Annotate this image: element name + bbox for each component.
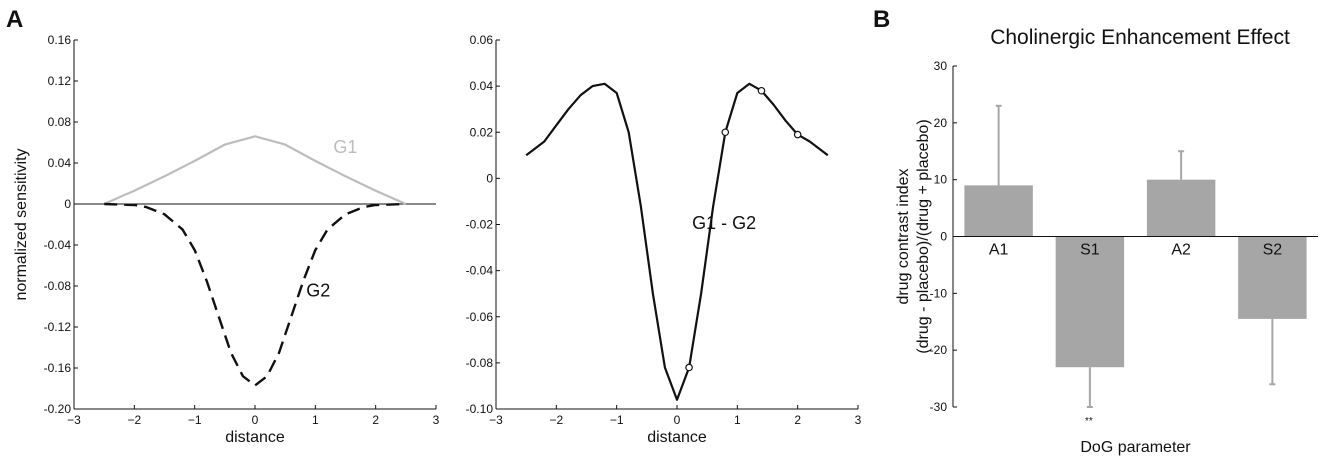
y-tick-label: -0.16 [44,361,72,375]
y-tick-label: 0.08 [48,115,72,129]
x-tick-label: 0 [674,413,681,427]
x-axis-label: DoG parameter [1080,439,1191,456]
y-axis-label-line1: drug contrast index [895,168,912,304]
y-tick-label: 0 [486,171,493,185]
series-line-0 [103,135,407,206]
y-tick-label: 0 [64,197,71,211]
significance-marker: ** [1085,416,1093,427]
y-tick-label: 0.06 [470,33,494,47]
x-tick-label: −1 [188,413,202,427]
y-tick-label: -0.04 [466,264,494,278]
y-axis-label-line2: (drug - placebo)/(drug + placebo) [915,119,932,353]
series-line-0 [525,82,829,401]
chart-middle: 0.06 0.04 0.02 0 -0.02 -0.04 -0.06 -0.08 -0.10−3… [466,33,862,446]
x-tick-label: −2 [127,413,141,427]
x-axis-label: distance [647,429,707,446]
data-marker [793,130,802,139]
y-tick-label: -0.04 [44,238,72,252]
chart-title: Cholinergic Enhancement Effect [990,26,1290,49]
data-marker [757,86,766,95]
category-label: A1 [989,242,1009,259]
y-tick-label: -0.02 [466,218,494,232]
chart-right: 30 20 10 0 -10 -20 -30 A1 S1 A2 S2 ** Cholinergic En… [895,26,1318,456]
x-tick-label: −1 [610,413,624,427]
x-tick-label: −3 [489,413,503,427]
x-tick-label: 1 [312,413,319,427]
panel-label-b: B [873,6,890,33]
y-tick-label: 0.04 [48,156,72,170]
y-tick-label: -0.10 [466,402,494,416]
data-marker [721,128,730,137]
category-label: S1 [1080,242,1100,259]
y-tick-label: -0.20 [44,402,72,416]
series-label-0: G1 - G2 [692,213,756,233]
x-tick-label: −3 [67,413,81,427]
category-label: A2 [1171,242,1191,259]
y-tick-label: -0.08 [44,279,72,293]
x-tick-label: −2 [549,413,563,427]
x-tick-label: 3 [433,413,440,427]
y-tick-label: 30 [934,59,948,73]
y-tick-label: 0.12 [48,74,72,88]
x-tick-label: 0 [252,413,259,427]
data-marker [685,363,693,372]
y-tick-label: 20 [934,116,948,130]
y-axis-label: normalized sensitivity [13,148,30,300]
chart-left: 0.16 0.12 0.08 0.04 0 -0.04 -0.08 -0.12 -0.16 -0.… [13,33,440,446]
y-tick-label: 0 [940,230,947,244]
bar-a1 [964,185,1033,237]
x-tick-label: 3 [855,413,862,427]
y-tick-label: -0.08 [466,356,494,370]
y-tick-label: 0.04 [470,79,494,93]
series-label-1: G2 [306,280,330,300]
bar-a2 [1146,179,1216,237]
y-tick-label: -0.06 [466,310,494,324]
x-tick-label: 1 [734,413,741,427]
y-tick-label: -0.12 [44,320,72,334]
y-tick-label: -30 [930,400,948,414]
y-tick-label: 10 [934,173,948,187]
series-line-1 [104,202,406,387]
x-axis-label: distance [225,429,285,446]
bar-s2 [1238,236,1307,319]
y-tick-label: -10 [930,286,948,300]
bar-s1 [1055,236,1125,368]
y-tick-label: -20 [930,343,948,357]
x-tick-label: 2 [794,413,801,427]
category-label: S2 [1263,242,1283,259]
series-label-0: G1 [333,137,357,157]
y-tick-label: 0.02 [470,125,494,139]
panel-label-a: A [6,6,23,33]
x-tick-label: 2 [372,413,379,427]
y-tick-label: 0.16 [48,33,72,47]
